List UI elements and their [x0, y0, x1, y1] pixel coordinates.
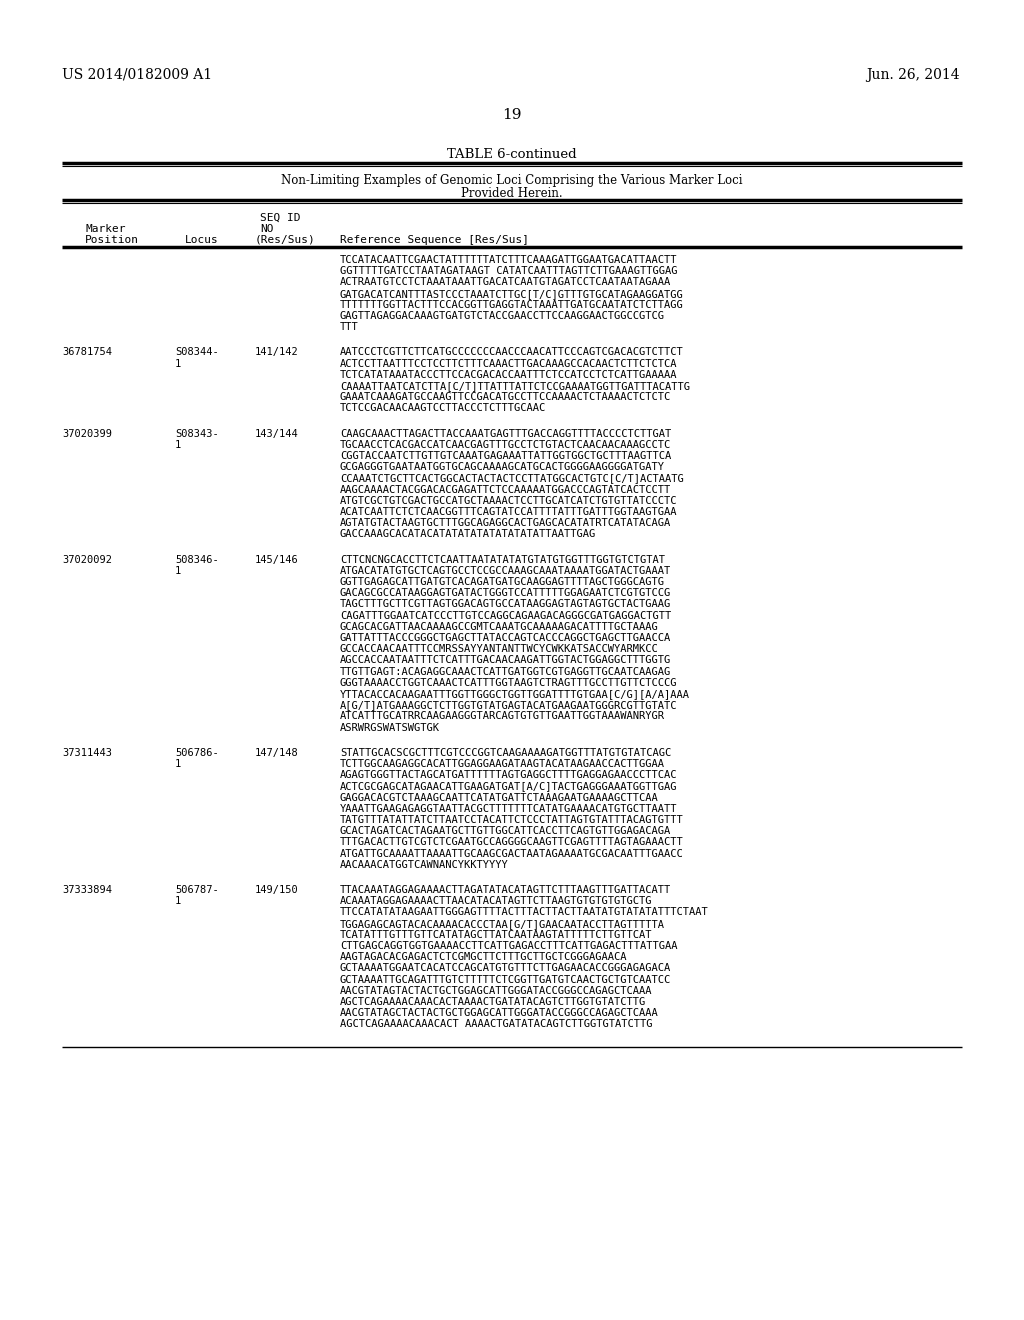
Text: 37311443: 37311443 — [62, 748, 112, 758]
Text: AAGTAGACACGAGACTCTCGMGCTTCTTTGCTTGCTCGGGAGAACA: AAGTAGACACGAGACTCTCGMGCTTCTTTGCTTGCTCGGG… — [340, 952, 628, 962]
Text: CAGATTTGGAATCATCCCTTGTCCAGGCAGAAGACAGGGCGATGAGGACTGTT: CAGATTTGGAATCATCCCTTGTCCAGGCAGAAGACAGGGC… — [340, 611, 672, 620]
Text: GGGTAAAACCTGGTCAAACTCATTTGGTAAGTCTRAGTTTGCCTTGTTCTCCCG: GGGTAAAACCTGGTCAAACTCATTTGGTAAGTCTRAGTTT… — [340, 677, 678, 688]
Text: S08343-: S08343- — [175, 429, 219, 438]
Text: 1: 1 — [175, 359, 181, 368]
Text: ATGATTGCAAAATTAAAATTGCAAGCGACTAATAGAAAATGCGACAATTTGAACC: ATGATTGCAAAATTAAAATTGCAAGCGACTAATAGAAAAT… — [340, 849, 684, 858]
Text: A[G/T]ATGAAAGGCTCTTGGTGTATGAGTACATGAAGAATGGGRCGTTGTATC: A[G/T]ATGAAAGGCTCTTGGTGTATGAGTACATGAAGAA… — [340, 700, 678, 710]
Text: ACAAATAGGAGAAAACTTAACATACATAGTTCTTAAGTGTGTGTGTGCTG: ACAAATAGGAGAAAACTTAACATACATAGTTCTTAAGTGT… — [340, 896, 652, 907]
Text: TCCATACAATTCGAACTATTTTTTATCTTTCAAAGATTGGAATGACATTAACTT: TCCATACAATTCGAACTATTTTTTATCTTTCAAAGATTGG… — [340, 255, 678, 265]
Text: TTGTTGAGT:ACAGAGGCAAACTCATTGATGGTCGTGAGGTTGCAATCAAGAG: TTGTTGAGT:ACAGAGGCAAACTCATTGATGGTCGTGAGG… — [340, 667, 672, 677]
Text: US 2014/0182009 A1: US 2014/0182009 A1 — [62, 69, 212, 82]
Text: ACTCGCGAGCATAGAACATTGAAGATGAT[A/C]TACTGAGGGAAATGGTTGAG: ACTCGCGAGCATAGAACATTGAAGATGAT[A/C]TACTGA… — [340, 781, 678, 792]
Text: YAAATTGAAGAGAGGTAATTACGCTTTTTTTCATATGAAAACATGTGCTTAATT: YAAATTGAAGAGAGGTAATTACGCTTTTTTTCATATGAAA… — [340, 804, 678, 814]
Text: TCTCCGACAACAAGTCCTTACCCTCTTTGCAAC: TCTCCGACAACAAGTCCTTACCCTCTTTGCAAC — [340, 404, 546, 413]
Text: 37020399: 37020399 — [62, 429, 112, 438]
Text: YTTACACCACAAGAATTTGGTTGGGCTGGTTGGATTTTGTGAA[C/G][A/A]AAA: YTTACACCACAAGAATTTGGTTGGGCTGGTTGGATTTTGT… — [340, 689, 690, 700]
Text: TTACAAATAGGAGAAAACTTAGATATACATAGTTCTTTAAGTTTGATTACATT: TTACAAATAGGAGAAAACTTAGATATACATAGTTCTTTAA… — [340, 884, 672, 895]
Text: AGTATGTACTAAGTGCTTTGGCAGAGGCACTGAGCACATATRTCATATACAGA: AGTATGTACTAAGTGCTTTGGCAGAGGCACTGAGCACATA… — [340, 519, 672, 528]
Text: GAGGACACGTCTAAAGCAATTCATATGATTCTAAAGAATGAAAAGCTTCAA: GAGGACACGTCTAAAGCAATTCATATGATTCTAAAGAATG… — [340, 792, 658, 803]
Text: (Res/Sus): (Res/Sus) — [255, 235, 315, 246]
Text: AGAGTGGGTTACTAGCATGATTTTTTAGTGAGGCTTTTGAGGAGAACCCTTCAC: AGAGTGGGTTACTAGCATGATTTTTTAGTGAGGCTTTTGA… — [340, 770, 678, 780]
Text: AACGTATAGTACTACTGCTGGAGCATTGGGATACCGGGCCAGAGCTCAAA: AACGTATAGTACTACTGCTGGAGCATTGGGATACCGGGCC… — [340, 986, 652, 995]
Text: TTCCATATATAAGAATTGGGAGTTTTACTTTACTTACTTAATATGTATATATTTCTAAT: TTCCATATATAAGAATTGGGAGTTTTACTTTACTTACTTA… — [340, 907, 709, 917]
Text: 36781754: 36781754 — [62, 347, 112, 358]
Text: Reference Sequence [Res/Sus]: Reference Sequence [Res/Sus] — [340, 235, 529, 246]
Text: 19: 19 — [502, 108, 522, 121]
Text: GCTAAAATTGCAGATTTGTCTTTTTCTCGGTTGATGTCAACTGCTGTCAATCC: GCTAAAATTGCAGATTTGTCTTTTTCTCGGTTGATGTCAA… — [340, 974, 672, 985]
Text: TTTGACACTTGTCGTCTCGAATGCCAGGGGCAAGTTCGAGTTTTAGTAGAAACTT: TTTGACACTTGTCGTCTCGAATGCCAGGGGCAAGTTCGAG… — [340, 837, 684, 847]
Text: GCGAGGGTGAATAATGGTGCAGCAAAAGCATGCACTGGGGAAGGGGATGATY: GCGAGGGTGAATAATGGTGCAGCAAAAGCATGCACTGGGG… — [340, 462, 665, 473]
Text: GATGACATCANTTTASTCCCTAAATCTTGC[T/C]GTTTGTGCATAGAAGGATGG: GATGACATCANTTTASTCCCTAAATCTTGC[T/C]GTTTG… — [340, 289, 684, 298]
Text: GCACTAGATCACTAGAATGCTTGTTGGCATTCACCTTCAGTGTTGGAGACAGA: GCACTAGATCACTAGAATGCTTGTTGGCATTCACCTTCAG… — [340, 826, 672, 836]
Text: AGCTCAGAAAACAAACACT AAAACTGATATACAGTCTTGGTGTATCTTG: AGCTCAGAAAACAAACACT AAAACTGATATACAGTCTTG… — [340, 1019, 652, 1030]
Text: 1: 1 — [175, 759, 181, 770]
Text: STATTGCACSCGCTTTCGTCCCGGTCAAGAAAAGATGGTTTATGTGTATCAGC: STATTGCACSCGCTTTCGTCCCGGTCAAGAAAAGATGGTT… — [340, 748, 672, 758]
Text: 1: 1 — [175, 440, 181, 450]
Text: 506787-: 506787- — [175, 884, 219, 895]
Text: 506786-: 506786- — [175, 748, 219, 758]
Text: TGGAGAGCAGTACACAAAACACCCTAA[G/T]GAACAATACCTTAGTTTTTA: TGGAGAGCAGTACACAAAACACCCTAA[G/T]GAACAATA… — [340, 919, 665, 928]
Text: TABLE 6-continued: TABLE 6-continued — [447, 148, 577, 161]
Text: SEQ ID: SEQ ID — [260, 213, 300, 223]
Text: Non-Limiting Examples of Genomic Loci Comprising the Various Marker Loci: Non-Limiting Examples of Genomic Loci Co… — [282, 174, 742, 187]
Text: Locus: Locus — [185, 235, 219, 246]
Text: CTTCNCNGCACCTTCTCAATTAATATATATGTATGTGGTTTGGTGTCTGTAT: CTTCNCNGCACCTTCTCAATTAATATATATGTATGTGGTT… — [340, 554, 665, 565]
Text: AGCTCAGAAAACAAACACTAAAACTGATATACAGTCTTGGTGTATCTTG: AGCTCAGAAAACAAACACTAAAACTGATATACAGTCTTGG… — [340, 997, 646, 1007]
Text: ATCATTTGCATRRCAAGAAGGGTARCAGTGTGTTGAATTGGTAAAWANRYGR: ATCATTTGCATRRCAAGAAGGGTARCAGTGTGTTGAATTG… — [340, 711, 665, 722]
Text: TCATATTTGTTTGTTCATATAGCTTATCAATAAGTATTTTTCTTGTTCAT: TCATATTTGTTTGTTCATATAGCTTATCAATAAGTATTTT… — [340, 929, 652, 940]
Text: GACAGCGCCATAAGGAGTGATACTGGGTCCATTTTTGGAGAATCTCGTGTCCG: GACAGCGCCATAAGGAGTGATACTGGGTCCATTTTTGGAG… — [340, 589, 672, 598]
Text: GATTATTTACCCGGGCTGAGCTTATACCAGTCACCCAGGCTGAGCTTGAACCA: GATTATTTACCCGGGCTGAGCTTATACCAGTCACCCAGGC… — [340, 634, 672, 643]
Text: TTTTTTTGGTTACTTTCCACGGTTGAGGTACTAAATTGATGCAATATCTCTTAGG: TTTTTTTGGTTACTTTCCACGGTTGAGGTACTAAATTGAT… — [340, 300, 684, 310]
Text: AACAAACATGGTCAWNANCYKKTYYYY: AACAAACATGGTCAWNANCYKKTYYYY — [340, 859, 509, 870]
Text: CAAGCAAACTTAGACTTACCAAATGAGTTTGACCAGGTTTTACCCCTCTTGAT: CAAGCAAACTTAGACTTACCAAATGAGTTTGACCAGGTTT… — [340, 429, 672, 438]
Text: CCAAATCTGCTTCACTGGCACTACTACTCCTTATGGCACTGTC[C/T]ACTAATG: CCAAATCTGCTTCACTGGCACTACTACTCCTTATGGCACT… — [340, 474, 684, 483]
Text: GAGTTAGAGGACAAAGTGATGTCTACCGAACCTTCCAAGGAACTGGCCGTCG: GAGTTAGAGGACAAAGTGATGTCTACCGAACCTTCCAAGG… — [340, 312, 665, 321]
Text: ACTRAATGTCCTCTAAATAAATTGACATCAATGTAGATCCTCAATAATAGAAA: ACTRAATGTCCTCTAAATAAATTGACATCAATGTAGATCC… — [340, 277, 672, 288]
Text: 1: 1 — [175, 566, 181, 576]
Text: Provided Herein.: Provided Herein. — [461, 187, 563, 201]
Text: AGCCACCAATAATTTCTCATTTGACAACAAGATTGGTACTGGAGGCTTTGGTG: AGCCACCAATAATTTCTCATTTGACAACAAGATTGGTACT… — [340, 656, 672, 665]
Text: ACTCCTTAATTTCCTCCTTCTTTCAAACTTGACAAAGCCACAACTCTTCTCTCA: ACTCCTTAATTTCCTCCTTCTTTCAAACTTGACAAAGCCA… — [340, 359, 678, 368]
Text: Marker: Marker — [85, 224, 126, 234]
Text: Position: Position — [85, 235, 139, 246]
Text: AACGTATAGCTACTACTGCTGGAGCATTGGGATACCGGGCCAGAGCTCAAA: AACGTATAGCTACTACTGCTGGAGCATTGGGATACCGGGC… — [340, 1008, 658, 1018]
Text: 1: 1 — [175, 896, 181, 907]
Text: 37333894: 37333894 — [62, 884, 112, 895]
Text: CGGTACCAATCTTGTTGTCAAATGAGAAATTATTGGTGGCTGCTTTAAGTTCA: CGGTACCAATCTTGTTGTCAAATGAGAAATTATTGGTGGC… — [340, 451, 672, 461]
Text: GCTAAAATGGAATCACATCCAGCATGTGTTTCTTGAGAACACCGGGAGAGACA: GCTAAAATGGAATCACATCCAGCATGTGTTTCTTGAGAAC… — [340, 964, 672, 973]
Text: S08344-: S08344- — [175, 347, 219, 358]
Text: GACCAAAGCACATACATATATATATATATATATTAATTGAG: GACCAAAGCACATACATATATATATATATATATTAATTGA… — [340, 529, 596, 540]
Text: TATGTTTATATTATCTTAATCCTACATTCTCCCTATTAGTGTATTTACAGTGTTT: TATGTTTATATTATCTTAATCCTACATTCTCCCTATTAGT… — [340, 814, 684, 825]
Text: CAAAATTAATCATCTTA[C/T]TTATTTATTCTCCGAAAATGGTTGATTTACATTG: CAAAATTAATCATCTTA[C/T]TTATTTATTCTCCGAAAA… — [340, 381, 690, 391]
Text: GAAATCAAAGATGCCAAGTTCCGACATGCCTTCCAAAACTCTAAAACTCTCTC: GAAATCAAAGATGCCAAGTTCCGACATGCCTTCCAAAACT… — [340, 392, 672, 403]
Text: GGTTTTTGATCCTAATAGATAAGT CATATCAATTTAGTTCTTGAAAGTTGGAG: GGTTTTTGATCCTAATAGATAAGT CATATCAATTTAGTT… — [340, 267, 678, 276]
Text: TAGCTTTGCTTCGTTAGTGGACAGTGCCATAAGGAGTAGTAGTGCTACTGAAG: TAGCTTTGCTTCGTTAGTGGACAGTGCCATAAGGAGTAGT… — [340, 599, 672, 610]
Text: 37020092: 37020092 — [62, 554, 112, 565]
Text: 145/146: 145/146 — [255, 554, 299, 565]
Text: TCTTGGCAAGAGGCACATTGGAGGAAGATAAGTACATAAGAACCACTTGGAA: TCTTGGCAAGAGGCACATTGGAGGAAGATAAGTACATAAG… — [340, 759, 665, 770]
Text: CTTGAGCAGGTGGTGAAAACCTTCATTGAGACCTTTCATTGAGACTTTATTGAA: CTTGAGCAGGTGGTGAAAACCTTCATTGAGACCTTTCATT… — [340, 941, 678, 950]
Text: Jun. 26, 2014: Jun. 26, 2014 — [866, 69, 961, 82]
Text: TTT: TTT — [340, 322, 358, 333]
Text: TCTCATATAAATACCCTTCCACGACACCAATTTCTCCATCCTCTCATTGAAAAA: TCTCATATAAATACCCTTCCACGACACCAATTTCTCCATC… — [340, 370, 678, 380]
Text: ATGACATATGTGCTCAGTGCCTCCGCCAAAGCAAATAAAATGGATACTGAAAT: ATGACATATGTGCTCAGTGCCTCCGCCAAAGCAAATAAAA… — [340, 566, 672, 576]
Text: ATGTCGCTGTCGACTGCCATGCTAAAACTCCTTGCATCATCTGTGTTATCCCTC: ATGTCGCTGTCGACTGCCATGCTAAAACTCCTTGCATCAT… — [340, 496, 678, 506]
Text: AATCCCTCGTTCTTCATGCCCCCCCAACCCAACATTCCCAGTCGACACGTCTTCT: AATCCCTCGTTCTTCATGCCCCCCCAACCCAACATTCCCA… — [340, 347, 684, 358]
Text: TGCAACCTCACGACCATCAACGAGTTTGCCTCTGTACTCAACAACAAAGCCTC: TGCAACCTCACGACCATCAACGAGTTTGCCTCTGTACTCA… — [340, 440, 672, 450]
Text: 143/144: 143/144 — [255, 429, 299, 438]
Text: ACATCAATTCTCTCAACGGTTTCAGTATCCATTTTATTTGATTTGGTAAGTGAA: ACATCAATTCTCTCAACGGTTTCAGTATCCATTTTATTTG… — [340, 507, 678, 517]
Text: GGTTGAGAGCATTGATGTCACAGATGATGCAAGGAGTTTTAGCTGGGCAGTG: GGTTGAGAGCATTGATGTCACAGATGATGCAAGGAGTTTT… — [340, 577, 665, 587]
Text: GCCACCAACAATTTCCMRSSAYYANTANTTWCYCWKKATSACCWYARMKCC: GCCACCAACAATTTCCMRSSAYYANTANTTWCYCWKKATS… — [340, 644, 658, 655]
Text: AAGCAAAACTACGGACACGAGATTCTCCAAAAATGGACCCAGTATCACTCCTT: AAGCAAAACTACGGACACGAGATTCTCCAAAAATGGACCC… — [340, 484, 672, 495]
Text: NO: NO — [260, 224, 273, 234]
Text: ASRWRGSWATSWGTGK: ASRWRGSWATSWGTGK — [340, 722, 440, 733]
Text: 147/148: 147/148 — [255, 748, 299, 758]
Text: 141/142: 141/142 — [255, 347, 299, 358]
Text: 149/150: 149/150 — [255, 884, 299, 895]
Text: 508346-: 508346- — [175, 554, 219, 565]
Text: GCAGCACGATTAACAAAAGCCGMTCAAATGCAAAAAGACATTTTGCTAAAG: GCAGCACGATTAACAAAAGCCGMTCAAATGCAAAAAGACA… — [340, 622, 658, 632]
